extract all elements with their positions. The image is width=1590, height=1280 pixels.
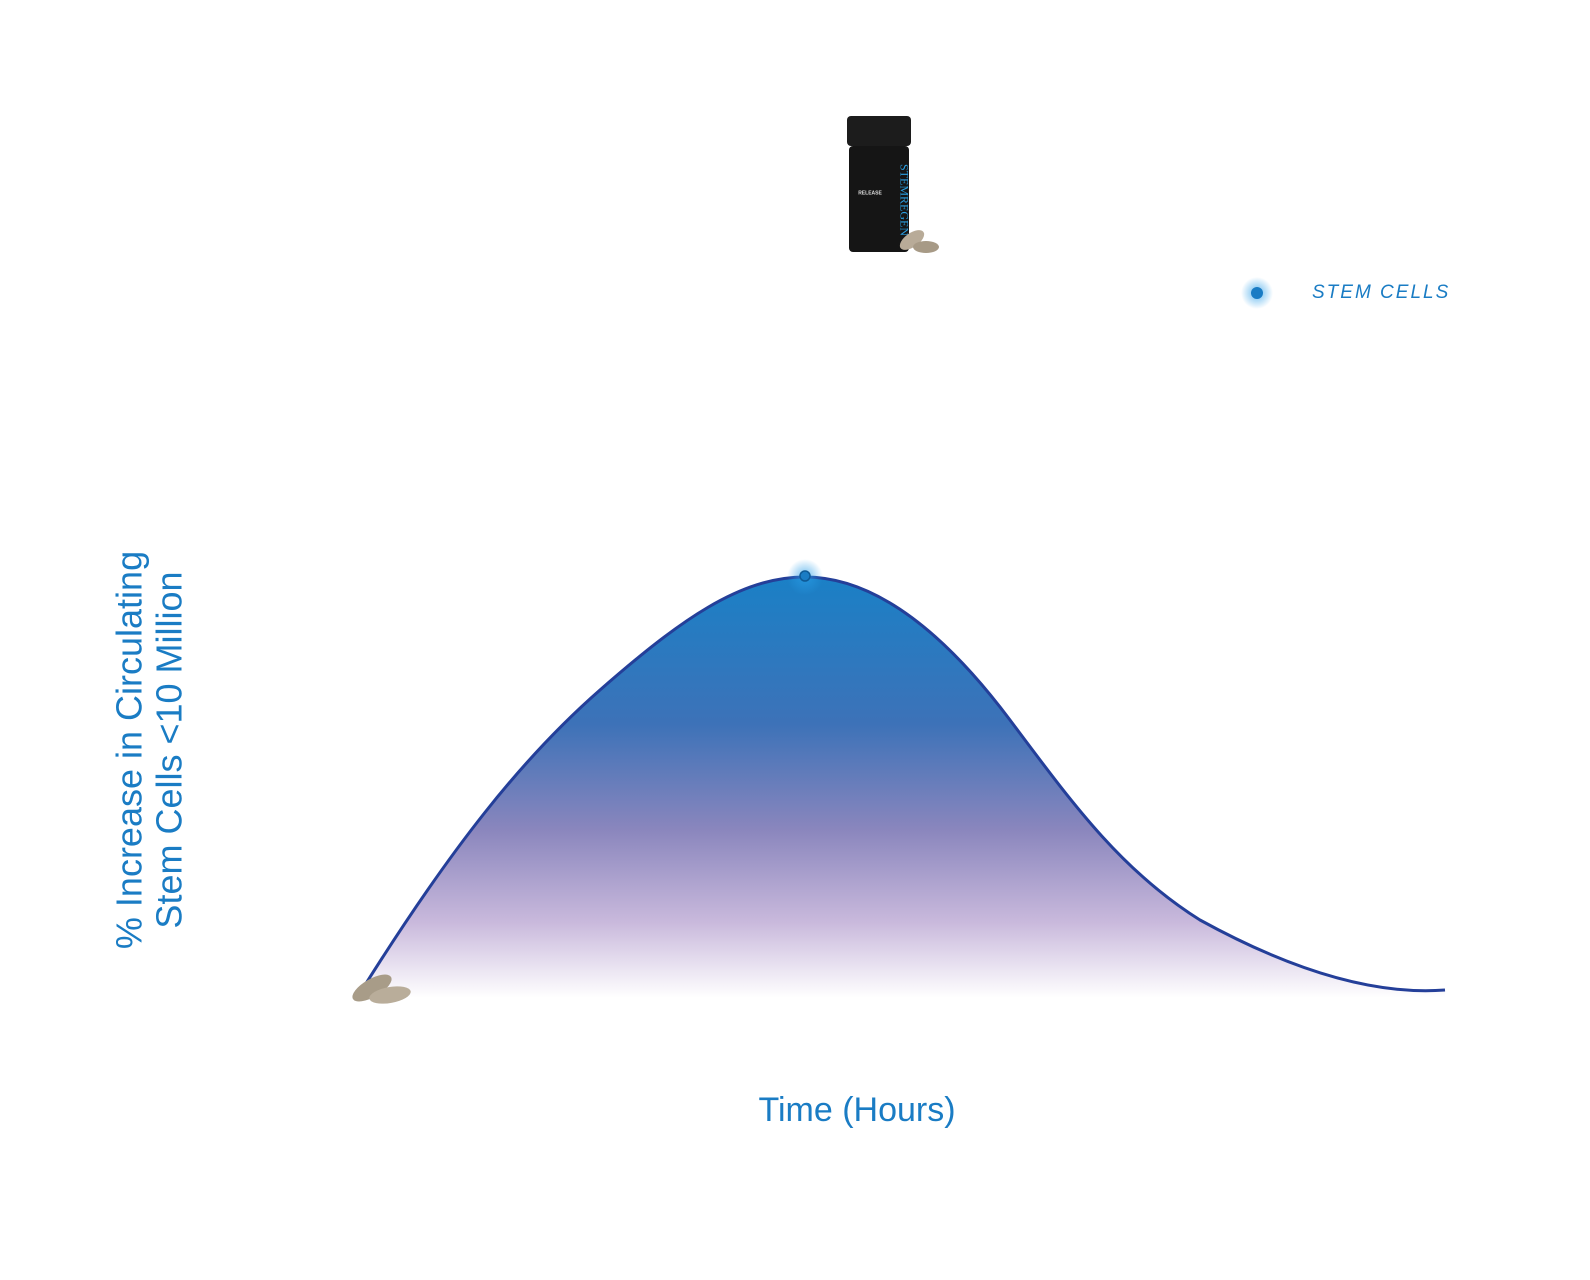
- curve-area: [365, 577, 1445, 998]
- peak-dot: [799, 570, 811, 582]
- y-axis-title: % Increase in Circulating Stem Cells <10…: [109, 551, 190, 949]
- curve-line: [363, 575, 1446, 993]
- y-title-line: Stem Cells <10 Million: [149, 571, 190, 928]
- x-axis-title: Time (Hours): [758, 1091, 955, 1129]
- legend: STEM CELLS: [1128, 277, 1450, 309]
- product-image: STEMREGEN RELEASE: [847, 116, 939, 253]
- capsules-image: [352, 974, 411, 1004]
- y-title-line: % Increase in Circulating: [109, 551, 150, 949]
- product-name: RELEASE: [858, 190, 882, 196]
- legend-label: STEM CELLS: [1312, 282, 1450, 303]
- product-brand: STEMREGEN: [897, 164, 911, 236]
